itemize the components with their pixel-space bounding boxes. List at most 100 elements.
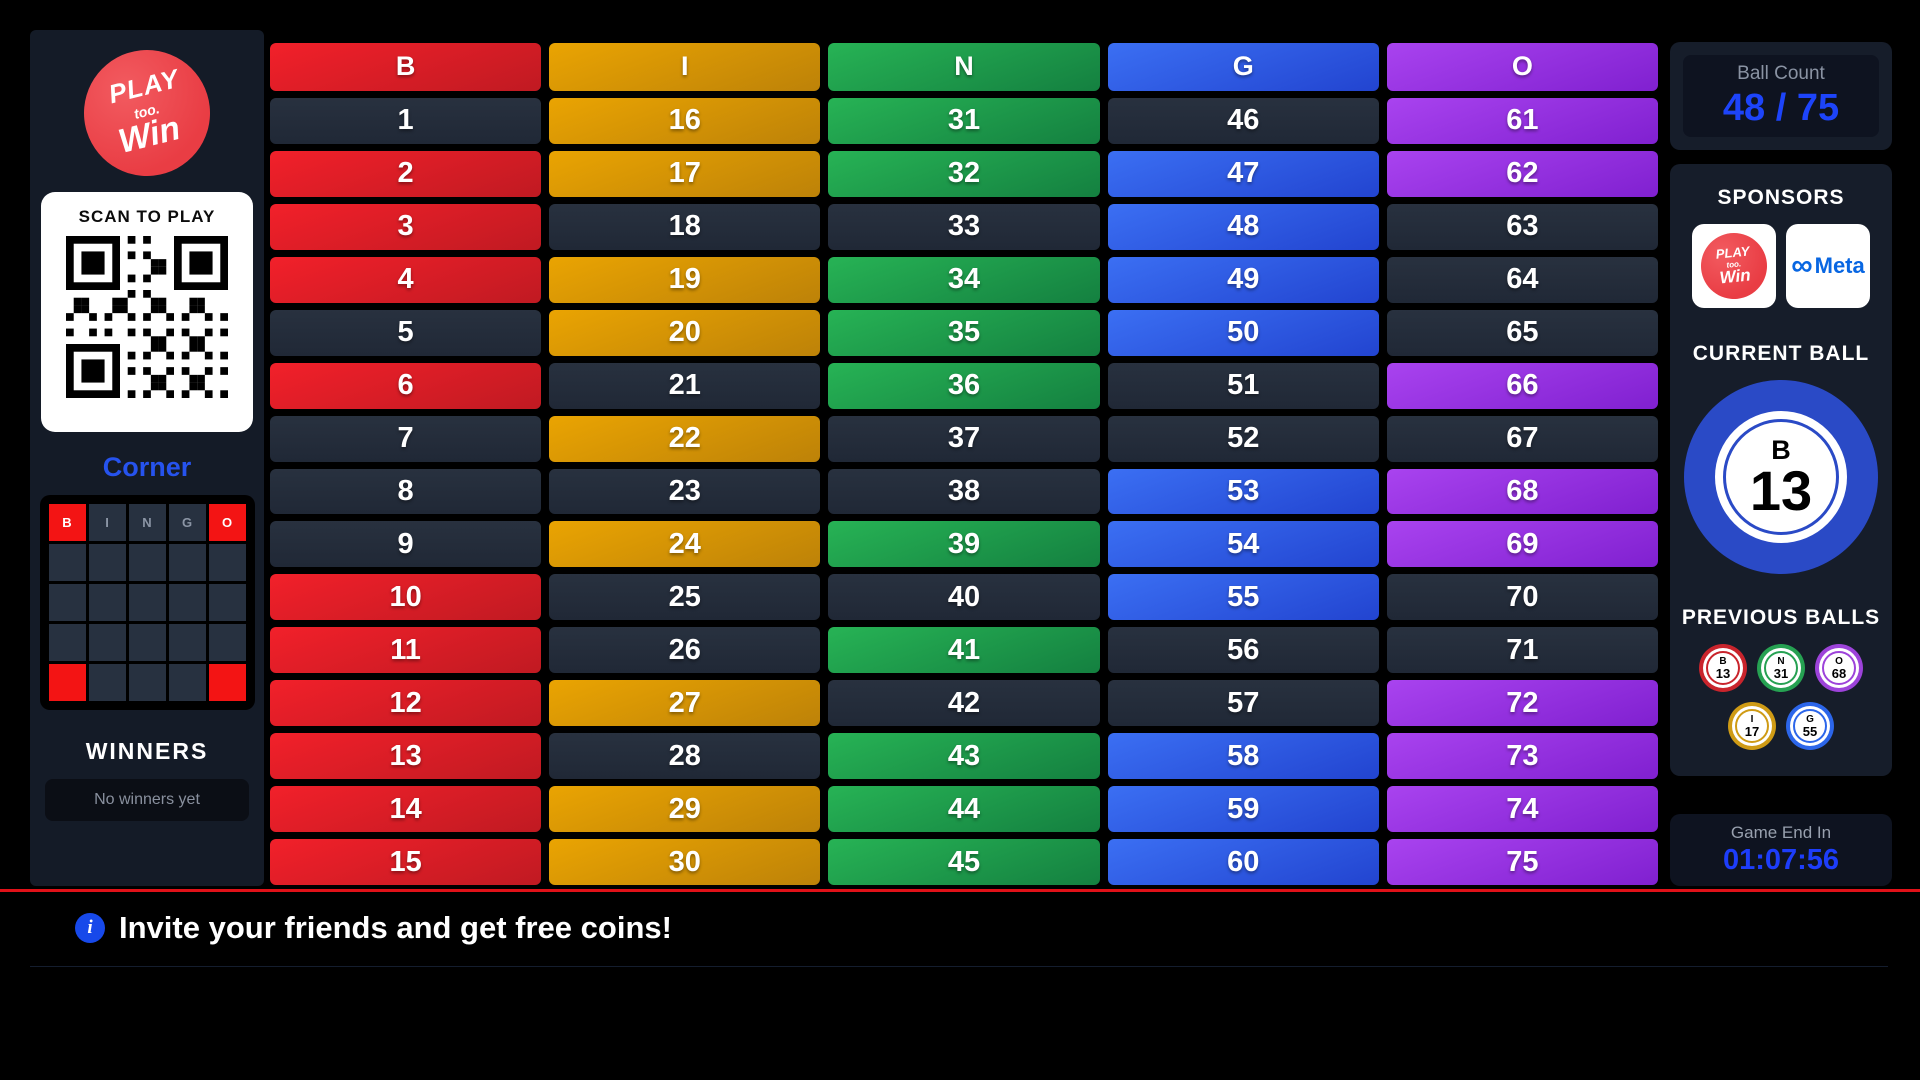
previous-ball-number: 17 <box>1744 723 1760 739</box>
previous-ball-letter: G <box>1806 713 1814 725</box>
bingo-cell-59: 59 <box>1107 786 1379 833</box>
bingo-cell-8: 8 <box>270 468 542 515</box>
bingo-cell-69: 69 <box>1386 521 1659 568</box>
pattern-cell-2-3 <box>168 584 206 621</box>
pattern-cell-3-2 <box>128 624 166 661</box>
bingo-cell-51: 51 <box>1107 362 1379 409</box>
bingo-cell-36: 36 <box>828 362 1100 409</box>
bingo-cell-66: 66 <box>1386 362 1659 409</box>
bingo-cell-9: 9 <box>270 521 542 568</box>
bingo-cell-64: 64 <box>1386 256 1659 303</box>
column-header-B: B <box>270 43 542 91</box>
bingo-cell-35: 35 <box>828 309 1100 356</box>
bingo-cell-16: 16 <box>549 97 821 144</box>
bingo-board: B 1 2 3 4 5 6 7 8 9 10 11 12 13 14 15 I 16 17 18 19 20 21 22 23 2… <box>270 43 1659 885</box>
pattern-cell-2-4 <box>208 584 246 621</box>
bingo-cell-3: 3 <box>270 203 542 250</box>
qr-code <box>66 236 228 398</box>
meta-logo: ∞ Meta <box>1791 251 1865 281</box>
pattern-cell-1-1 <box>88 544 126 581</box>
bingo-cell-21: 21 <box>549 362 821 409</box>
previous-ball-letter: B <box>1719 655 1727 667</box>
bingo-cell-70: 70 <box>1386 574 1659 621</box>
bingo-cell-38: 38 <box>828 468 1100 515</box>
bingo-cell-52: 52 <box>1107 415 1379 462</box>
previous-ball-letter: N <box>1777 655 1785 667</box>
previous-ball-face: N 31 <box>1764 651 1798 685</box>
board-column-G: G 46 47 48 49 50 51 52 53 54 55 56 57 58 59 60 <box>1107 43 1379 885</box>
bingo-cell-30: 30 <box>549 839 821 885</box>
sponsors-and-balls-panel: SPONSORS PLAY too. Win ∞ Meta CURRENT B <box>1670 164 1892 776</box>
bingo-cell-53: 53 <box>1107 468 1379 515</box>
bingo-cell-13: 13 <box>270 733 542 780</box>
bingo-cell-15: 15 <box>270 839 542 885</box>
pattern-cell-3-3 <box>168 624 206 661</box>
pattern-cell-1-0 <box>48 544 86 581</box>
bingo-cell-22: 22 <box>549 415 821 462</box>
bingo-cell-31: 31 <box>828 97 1100 144</box>
current-ball-number: 13 <box>1749 458 1813 522</box>
pattern-cell-4-4 <box>208 664 246 701</box>
previous-ball-face: O 68 <box>1822 651 1856 685</box>
bingo-cell-50: 50 <box>1107 309 1379 356</box>
bottom-separator-line <box>30 966 1888 967</box>
bingo-cell-2: 2 <box>270 150 542 197</box>
bingo-cell-43: 43 <box>828 733 1100 780</box>
scan-to-play-card: SCAN TO PLAY <box>41 192 253 432</box>
previous-ball-N31: N 31 <box>1757 644 1805 692</box>
bingo-cell-11: 11 <box>270 627 542 674</box>
previous-ball-B13: B 13 <box>1699 644 1747 692</box>
bingo-cell-71: 71 <box>1386 627 1659 674</box>
right-sidebar: Ball Count 48 / 75 SPONSORS PLAY too. Wi… <box>1670 30 1892 886</box>
pattern-cell-0-1: I <box>88 504 126 541</box>
meta-infinity-icon: ∞ <box>1791 249 1813 282</box>
column-header-I: I <box>549 43 821 91</box>
previous-ball-number: 31 <box>1773 665 1789 681</box>
bingo-cell-33: 33 <box>828 203 1100 250</box>
bingo-cell-26: 26 <box>549 627 821 674</box>
bingo-cell-18: 18 <box>549 203 821 250</box>
previous-ball-face: I 17 <box>1735 709 1769 743</box>
pattern-cell-4-3 <box>168 664 206 701</box>
bingo-cell-54: 54 <box>1107 521 1379 568</box>
pattern-cell-2-0 <box>48 584 86 621</box>
bingo-cell-25: 25 <box>549 574 821 621</box>
previous-ball-letter: I <box>1750 713 1754 725</box>
pattern-cell-2-2 <box>128 584 166 621</box>
bingo-cell-61: 61 <box>1386 97 1659 144</box>
column-header-G: G <box>1107 43 1379 91</box>
pattern-cell-1-4 <box>208 544 246 581</box>
pattern-cell-4-2 <box>128 664 166 701</box>
game-end-panel: Game End In 01:07:56 <box>1670 814 1892 886</box>
board-column-N: N 31 32 33 34 35 36 37 38 39 40 41 42 43 44 45 <box>828 43 1100 885</box>
bingo-cell-1: 1 <box>270 97 542 144</box>
pattern-name: Corner <box>102 452 192 482</box>
bingo-cell-46: 46 <box>1107 97 1379 144</box>
bingo-cell-48: 48 <box>1107 203 1379 250</box>
bingo-cell-44: 44 <box>828 786 1100 833</box>
info-bar: i Invite your friends and get free coins… <box>75 910 672 946</box>
logo-word-win: Win <box>114 108 184 161</box>
bingo-cell-29: 29 <box>549 786 821 833</box>
column-header-O: O <box>1386 43 1659 91</box>
bingo-cell-17: 17 <box>549 150 821 197</box>
sponsor-logo-word-win: Win <box>1718 265 1752 288</box>
pattern-cell-0-4: O <box>208 504 246 541</box>
bingo-cell-23: 23 <box>549 468 821 515</box>
pattern-cell-0-3: G <box>168 504 206 541</box>
bingo-cell-45: 45 <box>828 839 1100 885</box>
pattern-cell-3-4 <box>208 624 246 661</box>
ball-count-panel: Ball Count 48 / 75 <box>1670 42 1892 150</box>
sponsors-title: SPONSORS <box>1717 186 1845 209</box>
board-column-O: O 61 62 63 64 65 66 67 68 69 70 71 72 73 74 75 <box>1386 43 1659 885</box>
bingo-cell-37: 37 <box>828 415 1100 462</box>
previous-ball-face: B 13 <box>1706 651 1740 685</box>
bingo-cell-67: 67 <box>1386 415 1659 462</box>
pattern-cell-0-0: B <box>48 504 86 541</box>
sponsor-play-too-win: PLAY too. Win <box>1692 224 1776 308</box>
bingo-cell-28: 28 <box>549 733 821 780</box>
bingo-cell-47: 47 <box>1107 150 1379 197</box>
